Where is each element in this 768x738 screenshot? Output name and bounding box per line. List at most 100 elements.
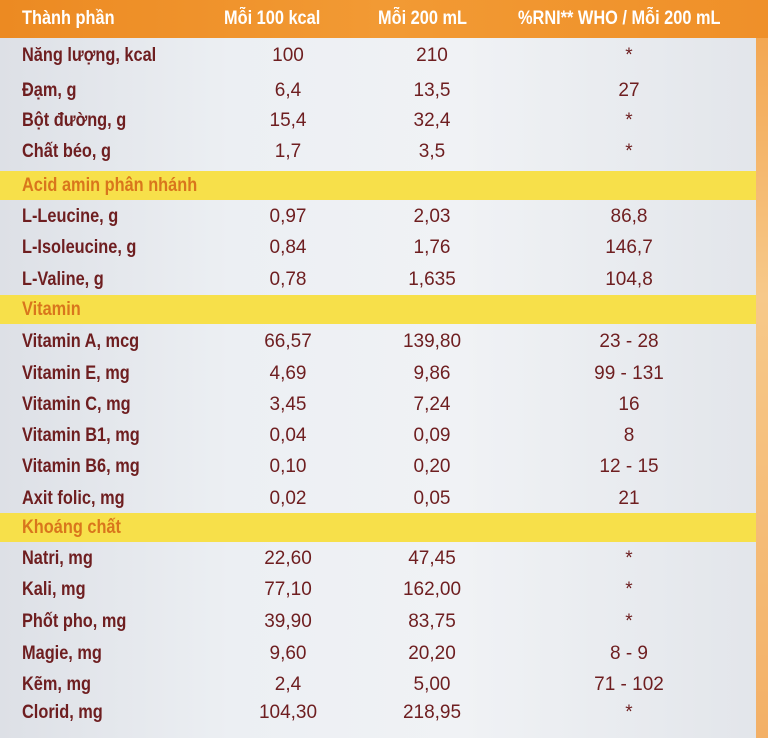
table-row: Clorid, mg 104,30 218,95 * xyxy=(0,698,756,728)
nutrient-name: Natri, mg xyxy=(22,548,93,569)
value-per-100kcal: 66,57 xyxy=(264,331,312,352)
value-rni: 86,8 xyxy=(610,206,648,227)
value-rni: 16 xyxy=(618,394,640,415)
table-row: L-Leucine, g 0,97 2,03 86,8 xyxy=(0,202,756,232)
nutrient-name: Đạm, g xyxy=(22,80,77,101)
table-row: Vitamin C, mg 3,45 7,24 16 xyxy=(0,390,756,420)
value-rni: 99 - 131 xyxy=(594,363,664,384)
value-per-100kcal: 22,60 xyxy=(264,548,312,569)
nutrient-name: Chất béo, g xyxy=(22,141,111,162)
table-row: Năng lượng, kcal 100 210 * xyxy=(0,41,756,71)
nutrient-name: L-Valine, g xyxy=(22,269,104,290)
value-per-100kcal: 0,84 xyxy=(269,237,307,258)
value-per-200ml: 7,24 xyxy=(413,394,451,415)
value-rni: * xyxy=(625,548,633,569)
value-per-200ml: 218,95 xyxy=(402,702,462,723)
value-per-200ml: 0,09 xyxy=(413,425,451,446)
table-row: Axit folic, mg 0,02 0,05 21 xyxy=(0,484,756,514)
value-per-100kcal: 2,4 xyxy=(274,674,302,695)
value-per-100kcal: 6,4 xyxy=(274,80,302,101)
value-per-100kcal: 0,04 xyxy=(269,425,307,446)
table-row: Bột đường, g 15,4 32,4 * xyxy=(0,106,756,136)
section-amino-acids: Acid amin phân nhánh xyxy=(0,171,756,200)
value-per-200ml: 47,45 xyxy=(408,548,456,569)
value-per-200ml: 2,03 xyxy=(413,206,451,227)
nutrient-name: Magie, mg xyxy=(22,643,102,664)
table-row: Đạm, g 6,4 13,5 27 xyxy=(0,76,756,106)
value-per-100kcal: 15,4 xyxy=(269,110,307,131)
value-rni: 27 xyxy=(618,80,640,101)
value-rni: 21 xyxy=(618,488,640,509)
section-vitamin: Vitamin xyxy=(0,295,756,324)
nutrient-name: Vitamin A, mcg xyxy=(22,331,140,352)
value-per-100kcal: 0,78 xyxy=(269,269,307,290)
header-per-200ml: Mỗi 200 mL xyxy=(378,8,467,29)
nutrient-name: Phốt pho, mg xyxy=(22,611,127,632)
header-rni-who: %RNI** WHO / Mỗi 200 mL xyxy=(518,8,721,29)
table-row: Kẽm, mg 2,4 5,00 71 - 102 xyxy=(0,670,756,700)
section-minerals: Khoáng chất xyxy=(0,513,756,542)
value-rni: 8 xyxy=(623,425,635,446)
value-rni: * xyxy=(625,45,633,66)
nutrient-name: Vitamin E, mg xyxy=(22,363,130,384)
value-per-200ml: 5,00 xyxy=(413,674,451,695)
value-per-200ml: 3,5 xyxy=(418,141,446,162)
value-per-200ml: 1,76 xyxy=(413,237,451,258)
value-rni: * xyxy=(625,702,633,723)
nutrient-name: Axit folic, mg xyxy=(22,488,125,509)
value-per-200ml: 0,20 xyxy=(413,456,451,477)
table-row: L-Valine, g 0,78 1,635 104,8 xyxy=(0,265,756,295)
value-per-200ml: 139,80 xyxy=(402,331,462,352)
section-title: Acid amin phân nhánh xyxy=(22,175,198,196)
table-row: Vitamin B1, mg 0,04 0,09 8 xyxy=(0,421,756,451)
nutrient-name: L-Isoleucine, g xyxy=(22,237,137,258)
table-header: Thành phần Mỗi 100 kcal Mỗi 200 mL %RNI*… xyxy=(0,0,768,38)
nutrient-name: Clorid, mg xyxy=(22,702,103,723)
section-title: Vitamin xyxy=(22,299,81,320)
value-per-100kcal: 9,60 xyxy=(269,643,307,664)
table-row: Vitamin E, mg 4,69 9,86 99 - 131 xyxy=(0,359,756,389)
value-per-100kcal: 1,7 xyxy=(274,141,302,162)
value-per-200ml: 9,86 xyxy=(413,363,451,384)
value-per-100kcal: 0,02 xyxy=(269,488,307,509)
table-row: Natri, mg 22,60 47,45 * xyxy=(0,544,756,574)
value-rni: * xyxy=(625,579,633,600)
value-rni: 71 - 102 xyxy=(594,674,664,695)
nutrient-name: Vitamin B1, mg xyxy=(22,425,140,446)
value-per-200ml: 210 xyxy=(416,45,448,66)
value-per-100kcal: 0,97 xyxy=(269,206,307,227)
value-rni: 8 - 9 xyxy=(609,643,649,664)
value-per-100kcal: 104,30 xyxy=(258,702,318,723)
table-row: Kali, mg 77,10 162,00 * xyxy=(0,575,756,605)
value-rni: * xyxy=(625,141,633,162)
value-per-200ml: 32,4 xyxy=(413,110,451,131)
table-row: Vitamin B6, mg 0,10 0,20 12 - 15 xyxy=(0,452,756,482)
packaging-edge xyxy=(756,0,768,738)
value-per-200ml: 13,5 xyxy=(413,80,451,101)
value-per-200ml: 83,75 xyxy=(408,611,456,632)
table-row: Vitamin A, mcg 66,57 139,80 23 - 28 xyxy=(0,327,756,357)
value-per-200ml: 162,00 xyxy=(402,579,462,600)
nutrient-name: Vitamin C, mg xyxy=(22,394,131,415)
value-per-200ml: 1,635 xyxy=(408,269,456,290)
value-per-100kcal: 4,69 xyxy=(269,363,307,384)
value-per-100kcal: 39,90 xyxy=(264,611,312,632)
header-per-100kcal: Mỗi 100 kcal xyxy=(224,8,321,29)
table-row: L-Isoleucine, g 0,84 1,76 146,7 xyxy=(0,233,756,263)
value-rni: * xyxy=(625,110,633,131)
value-rni: 12 - 15 xyxy=(599,456,659,477)
section-title: Khoáng chất xyxy=(22,517,121,538)
value-per-100kcal: 3,45 xyxy=(269,394,307,415)
nutrient-name: Năng lượng, kcal xyxy=(22,45,157,66)
table-row: Chất béo, g 1,7 3,5 * xyxy=(0,137,756,167)
nutrient-name: Bột đường, g xyxy=(22,110,127,131)
nutrient-name: Vitamin B6, mg xyxy=(22,456,140,477)
header-ingredient: Thành phần xyxy=(22,8,115,29)
table-row: Phốt pho, mg 39,90 83,75 * xyxy=(0,607,756,637)
value-per-100kcal: 0,10 xyxy=(269,456,307,477)
value-per-100kcal: 77,10 xyxy=(264,579,312,600)
value-rni: * xyxy=(625,611,633,632)
value-rni: 23 - 28 xyxy=(599,331,659,352)
value-per-200ml: 20,20 xyxy=(408,643,456,664)
